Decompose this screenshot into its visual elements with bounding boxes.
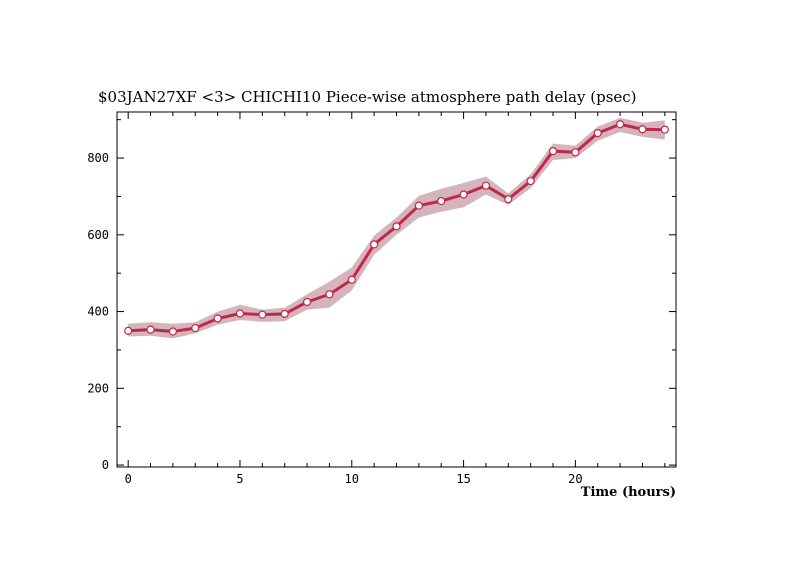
data-point	[593, 129, 602, 138]
data-point	[414, 201, 423, 210]
y-tick-label: 0	[102, 458, 109, 472]
data-point	[392, 222, 401, 231]
data-point	[191, 323, 200, 333]
data-point	[571, 148, 580, 157]
x-tick-label: 0	[125, 472, 132, 486]
series-markers	[124, 120, 669, 336]
axis-ticks	[117, 112, 676, 467]
data-point	[548, 147, 558, 156]
data-point	[213, 314, 222, 323]
chart-title: $03JAN27XF <3> CHICHI10 Piece-wise atmos…	[98, 88, 637, 106]
data-point	[660, 125, 669, 134]
data-point	[235, 309, 245, 318]
y-tick-label: 200	[87, 381, 109, 395]
x-tick-label: 15	[456, 472, 470, 486]
y-tick-label: 600	[87, 228, 109, 242]
data-point	[504, 195, 513, 204]
y-tick-labels: 0 200 400 600 800	[87, 151, 109, 472]
data-point	[258, 310, 267, 319]
data-point	[370, 240, 379, 249]
plot-frame	[116, 111, 677, 468]
x-tick-label: 20	[568, 472, 582, 486]
data-point	[146, 325, 155, 334]
y-tick-label: 400	[87, 305, 109, 319]
data-point	[526, 176, 535, 186]
plot-area: 0 5 10 15 20 0 200 400 600 800	[87, 111, 677, 486]
data-point	[638, 125, 647, 134]
data-point	[347, 275, 356, 284]
y-tick-label: 800	[87, 151, 109, 165]
x-tick-labels: 0 5 10 15 20	[125, 472, 583, 486]
data-point	[168, 327, 177, 336]
data-point	[302, 297, 312, 307]
data-point	[437, 196, 446, 206]
data-point	[481, 181, 491, 190]
x-axis-label: Time (hours)	[581, 485, 676, 500]
data-point	[280, 309, 289, 318]
data-point	[459, 190, 468, 199]
data-point	[124, 326, 133, 335]
x-tick-label: 5	[236, 472, 243, 486]
data-point	[615, 120, 625, 129]
x-tick-label: 10	[345, 472, 359, 486]
data-point	[325, 290, 334, 299]
